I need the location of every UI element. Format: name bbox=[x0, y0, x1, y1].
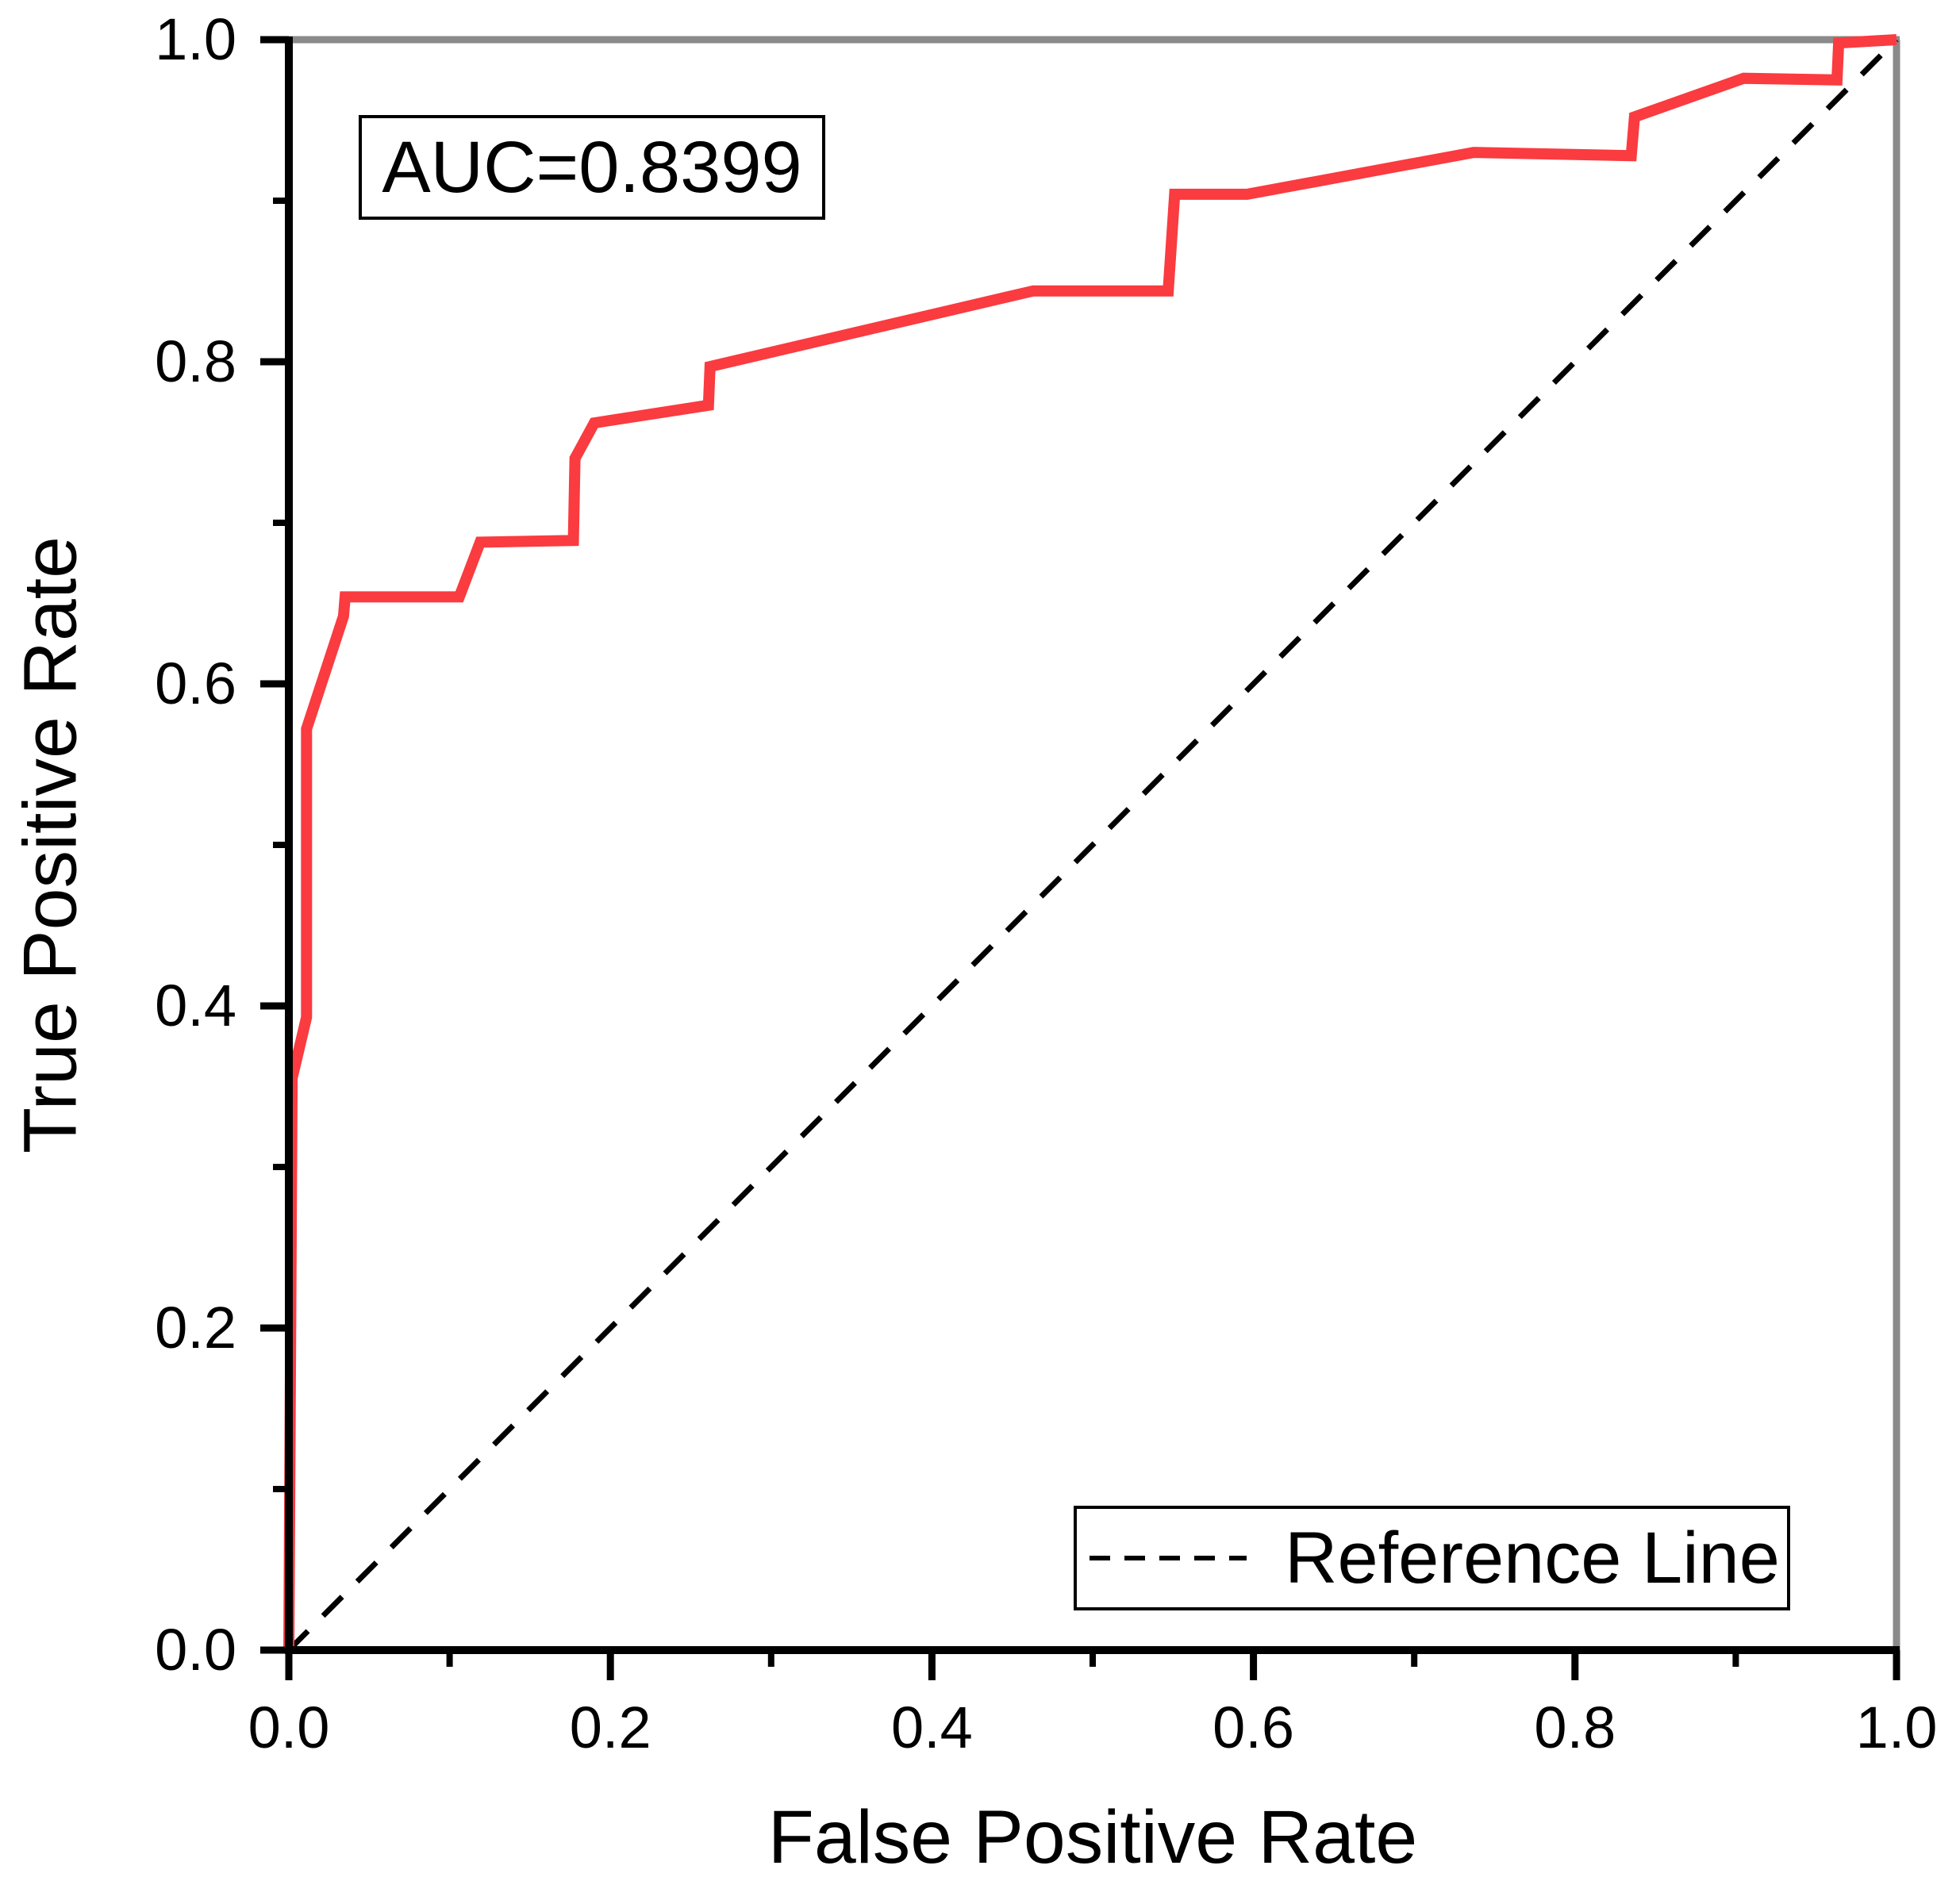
plot-series bbox=[283, 34, 1899, 1652]
y-tick-label: 1.0 bbox=[155, 6, 236, 72]
legend-label: Reference Line bbox=[1285, 1517, 1780, 1599]
auc-annotation-text: AUC=0.8399 bbox=[382, 126, 802, 208]
y-axis-title: True Positive Rate bbox=[8, 536, 93, 1153]
x-axis-title: False Positive Rate bbox=[767, 1795, 1418, 1877]
y-tick-label: 0.6 bbox=[155, 651, 236, 716]
x-tick-label: 0.4 bbox=[890, 1695, 973, 1760]
y-tick-label: 0.4 bbox=[155, 973, 236, 1038]
plot-frame bbox=[285, 36, 1900, 1653]
plot-axes bbox=[260, 36, 1900, 1680]
x-tick-label: 1.0 bbox=[1855, 1695, 1938, 1760]
y-tick-label: 0.8 bbox=[155, 328, 236, 394]
legend-box: Reference Line bbox=[1074, 1506, 1790, 1610]
y-tick-label: 0.2 bbox=[155, 1295, 236, 1361]
roc-curve-line bbox=[283, 34, 1897, 1651]
x-tick-label: 0.6 bbox=[1213, 1695, 1295, 1760]
x-tick-label: 0.2 bbox=[569, 1695, 651, 1760]
x-tick-label: 0.0 bbox=[248, 1695, 330, 1760]
y-tick-label: 0.0 bbox=[155, 1617, 236, 1683]
x-tick-label: 0.8 bbox=[1534, 1695, 1616, 1760]
legend-dashed-line-icon bbox=[1090, 1556, 1247, 1560]
reference-line bbox=[286, 37, 1899, 1652]
auc-annotation-box: AUC=0.8399 bbox=[359, 115, 825, 220]
